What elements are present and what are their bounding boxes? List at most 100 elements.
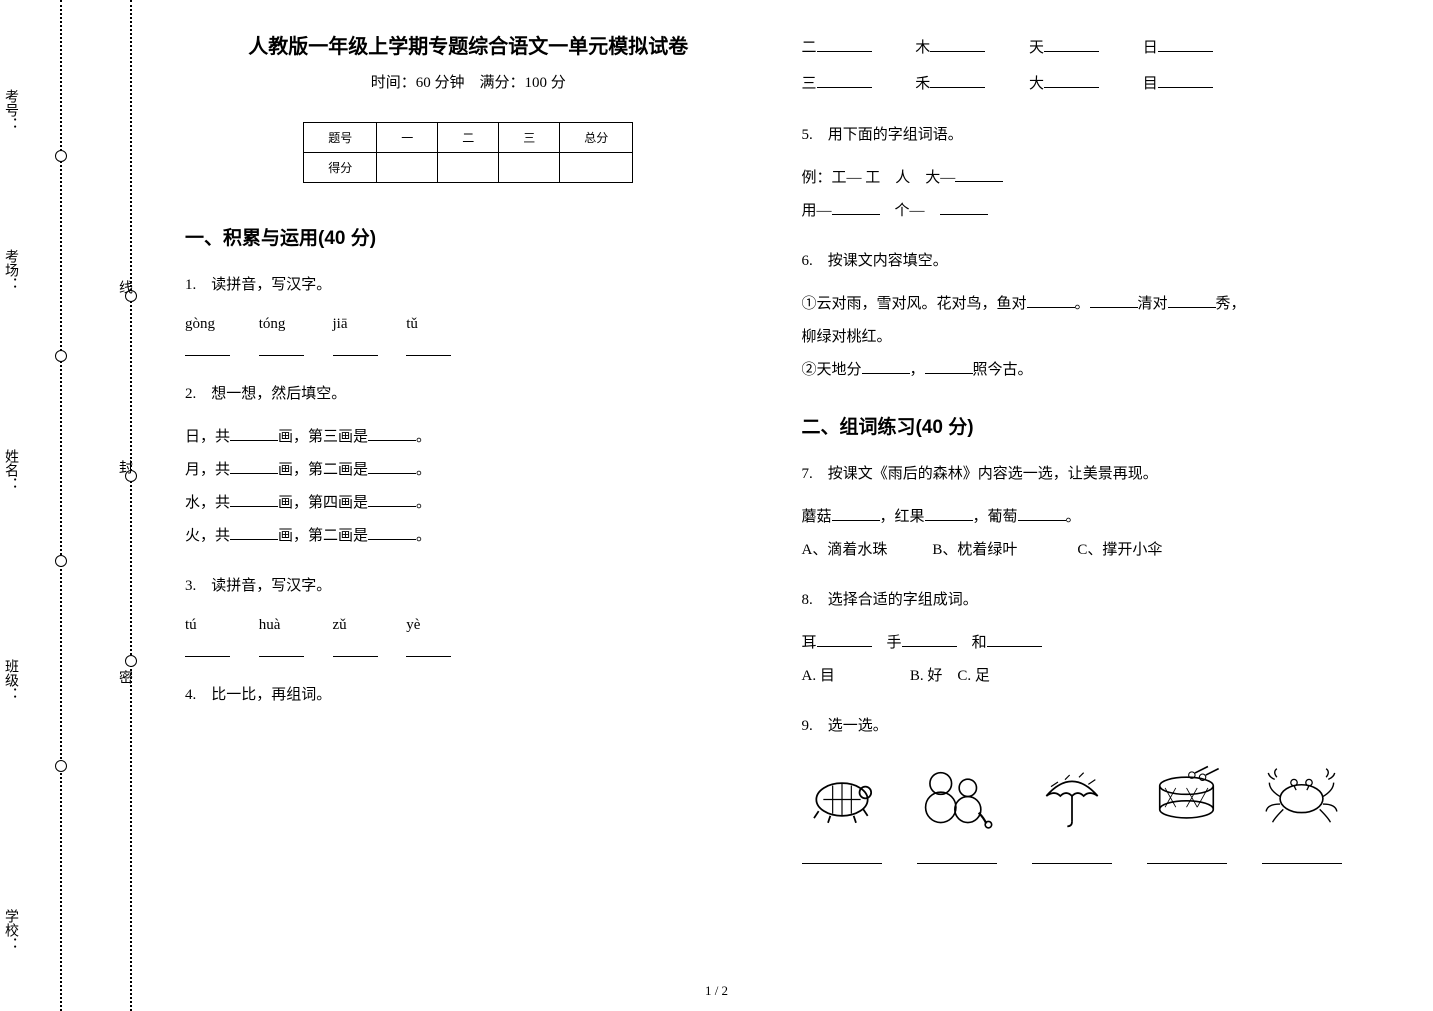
binding-label-room: 考场： xyxy=(0,249,20,291)
text: 画，第三画是 xyxy=(278,429,368,445)
q6-prompt: 6. 按课文内容填空。 xyxy=(802,246,1369,276)
score-table-score-row: 得分 xyxy=(304,153,633,183)
content-area: 人教版一年级上学期专题综合语文一单元模拟试卷 时间：60 分钟 满分：100 分… xyxy=(140,0,1433,1011)
pair-item: 三 xyxy=(802,66,872,102)
answer-blank[interactable] xyxy=(368,423,416,441)
answer-blank[interactable] xyxy=(185,637,230,657)
answer-blank[interactable] xyxy=(1168,290,1216,308)
answer-blank[interactable] xyxy=(930,34,985,52)
score-table-label: 题号 xyxy=(304,123,377,153)
score-cell xyxy=(377,153,438,183)
drum-icon xyxy=(1147,756,1227,836)
answer-blank[interactable] xyxy=(817,34,872,52)
q7-prompt: 7. 按课文《雨后的森林》内容选一选，让美景再现。 xyxy=(802,459,1369,489)
q8-row1: 耳 手 和 xyxy=(802,627,1369,660)
answer-blank[interactable] xyxy=(406,336,451,356)
pinyin: yè xyxy=(406,613,476,637)
answer-blank[interactable] xyxy=(1158,34,1213,52)
section-1-header: 一、积累与运用(40 分) xyxy=(185,223,752,250)
text: 个— xyxy=(895,203,925,219)
answer-blank[interactable] xyxy=(1032,846,1112,864)
text: 清对 xyxy=(1138,296,1168,312)
answer-blank[interactable] xyxy=(925,356,973,374)
char: 二 xyxy=(802,40,817,56)
binding-circle xyxy=(55,350,67,362)
page-number: 1 / 2 xyxy=(705,983,728,999)
answer-blank[interactable] xyxy=(987,629,1042,647)
answer-blank[interactable] xyxy=(1044,34,1099,52)
answer-blank[interactable] xyxy=(259,637,304,657)
text: ②天地分 xyxy=(802,362,862,378)
answer-blank[interactable] xyxy=(230,489,278,507)
answer-blank[interactable] xyxy=(230,456,278,474)
q5-body: 例：工— 工 人 大— 用— 个— xyxy=(802,162,1369,228)
q2-line: 水，共画，第四画是。 xyxy=(185,487,752,520)
answer-blank[interactable] xyxy=(930,70,985,88)
text: 。 xyxy=(1075,296,1090,312)
binding-margin: 学校： 班级： 姓名： 考场： 考号： 密 封 线 xyxy=(0,0,140,1011)
answer-blank[interactable] xyxy=(925,503,973,521)
pinyin: zǔ xyxy=(333,613,403,637)
answer-blank[interactable] xyxy=(368,456,416,474)
answer-blank[interactable] xyxy=(259,336,304,356)
answer-blank[interactable] xyxy=(940,197,988,215)
q8-body: 耳 手 和 A. 目 B. 好 C. 足 xyxy=(802,627,1369,693)
answer-blank[interactable] xyxy=(1027,290,1075,308)
char: 日 xyxy=(1143,40,1158,56)
q1-blank-row xyxy=(185,336,752,361)
char: 木 xyxy=(915,40,930,56)
q4-row-bot: 三 禾 大 目 xyxy=(802,66,1369,102)
text: ，红果 xyxy=(880,509,925,525)
snowman-icon xyxy=(917,756,997,836)
exam-title: 人教版一年级上学期专题综合语文一单元模拟试卷 xyxy=(185,30,752,59)
answer-blank[interactable] xyxy=(817,629,872,647)
right-column: 二 木 天 日 三 禾 大 目 5. 用下面的字组词语。 例：工— 工 人 大—… xyxy=(777,30,1394,991)
q5-line2: 用— 个— xyxy=(802,195,1369,228)
pinyin: gòng xyxy=(185,312,255,336)
q6-line1: ①云对雨，雪对风。花对鸟，鱼对。清对秀， xyxy=(802,288,1369,321)
section-2-header: 二、组词练习(40 分) xyxy=(802,412,1369,439)
answer-blank[interactable] xyxy=(802,846,882,864)
answer-blank[interactable] xyxy=(1090,290,1138,308)
answer-blank[interactable] xyxy=(862,356,910,374)
answer-blank[interactable] xyxy=(368,489,416,507)
answer-blank[interactable] xyxy=(1147,846,1227,864)
answer-blank[interactable] xyxy=(406,637,451,657)
answer-blank[interactable] xyxy=(955,164,1003,182)
q3-prompt: 3. 读拼音，写汉字。 xyxy=(185,571,752,601)
answer-blank[interactable] xyxy=(817,70,872,88)
answer-blank[interactable] xyxy=(832,503,880,521)
binding-label-id: 考号： xyxy=(0,89,20,131)
text: 火，共 xyxy=(185,528,230,544)
exam-subtitle: 时间：60 分钟 满分：100 分 xyxy=(185,71,752,92)
text: 。 xyxy=(1066,509,1081,525)
char: 和 xyxy=(972,635,987,651)
binding-circle xyxy=(55,760,67,772)
q2-line: 火，共画，第二画是。 xyxy=(185,520,752,553)
answer-blank[interactable] xyxy=(1262,846,1342,864)
answer-blank[interactable] xyxy=(185,336,230,356)
score-table-col: 总分 xyxy=(560,123,633,153)
answer-blank[interactable] xyxy=(917,846,997,864)
text: 。 xyxy=(416,429,431,445)
char: 禾 xyxy=(915,76,930,92)
answer-blank[interactable] xyxy=(368,522,416,540)
answer-blank[interactable] xyxy=(230,522,278,540)
q2-prompt: 2. 想一想，然后填空。 xyxy=(185,379,752,409)
pair-item: 禾 xyxy=(915,66,985,102)
text: 例：工— 工 人 大— xyxy=(802,170,956,186)
answer-blank[interactable] xyxy=(1158,70,1213,88)
answer-blank[interactable] xyxy=(902,629,957,647)
q4-prompt: 4. 比一比，再组词。 xyxy=(185,680,752,710)
answer-blank[interactable] xyxy=(1044,70,1099,88)
text: 月，共 xyxy=(185,462,230,478)
pair-item: 二 xyxy=(802,30,872,66)
answer-blank[interactable] xyxy=(333,637,378,657)
umbrella-icon xyxy=(1032,756,1112,836)
answer-blank[interactable] xyxy=(1018,503,1066,521)
q2-line: 月，共画，第二画是。 xyxy=(185,454,752,487)
answer-blank[interactable] xyxy=(230,423,278,441)
answer-blank[interactable] xyxy=(333,336,378,356)
answer-blank[interactable] xyxy=(832,197,880,215)
pair-item: 天 xyxy=(1029,30,1099,66)
